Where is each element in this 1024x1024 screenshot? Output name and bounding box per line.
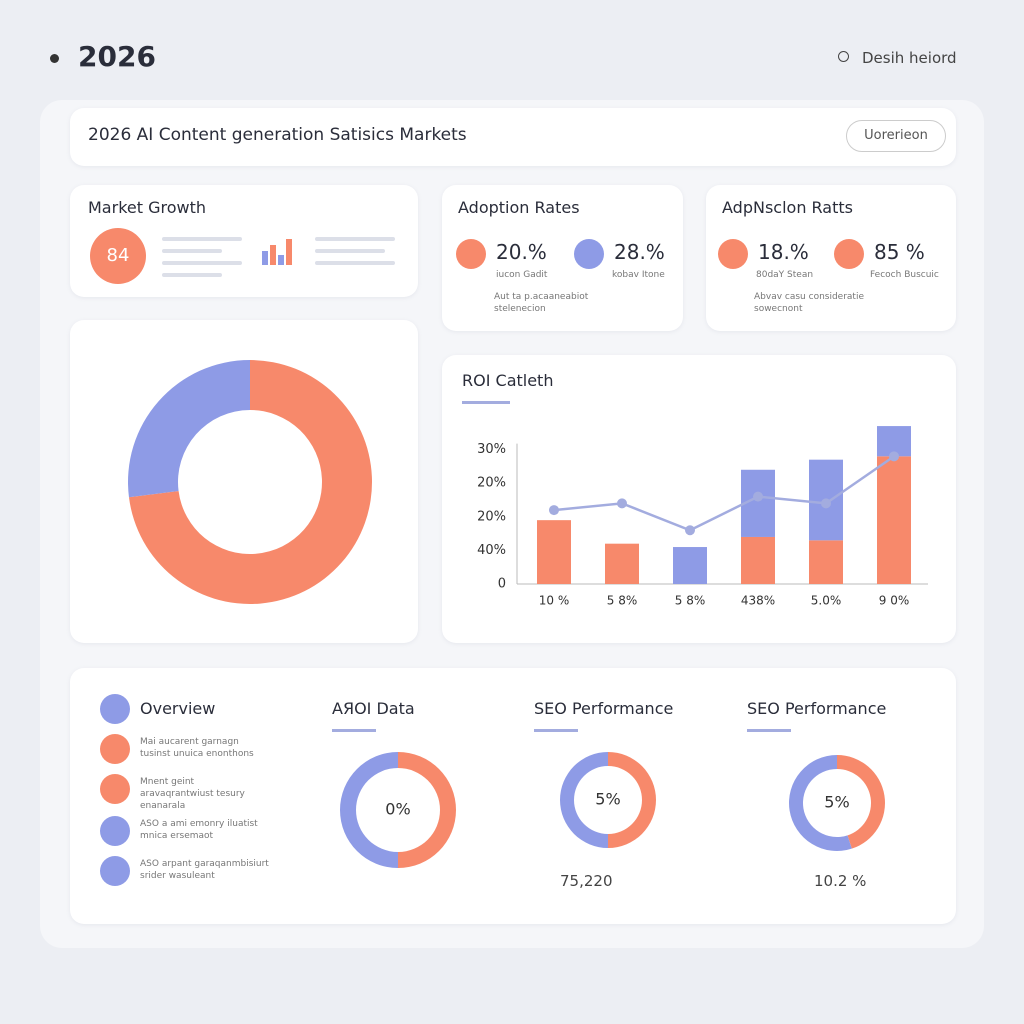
card-title: ROI Catleth (462, 371, 554, 390)
icon (100, 694, 130, 724)
market-growth-card: Market Growth 84 (70, 185, 418, 297)
item: ASO arpant garaqanmbisiurt srider wasule… (140, 859, 269, 881)
center-label: 5% (595, 790, 620, 809)
card-title: Market Growth (88, 198, 206, 217)
y-tick-label: 30% (477, 442, 506, 457)
bar (673, 547, 707, 584)
x-tick-label: 10 % (539, 594, 570, 608)
bar (537, 520, 571, 584)
icon (100, 816, 130, 846)
title: 2026 AI Content generation Satisics Mark… (88, 125, 467, 145)
slice (560, 752, 608, 848)
y-tick-label: 40% (477, 543, 506, 558)
stat: 20.% (496, 240, 547, 264)
line (162, 273, 222, 277)
menu[interactable]: Desih heiord (862, 49, 957, 67)
point (753, 491, 763, 502)
underline (332, 729, 376, 732)
stat-label: iucon Gadit (496, 270, 548, 280)
card-title: SEO Performance (534, 699, 674, 718)
x-tick-label: 5.0% (811, 594, 842, 608)
icon (100, 774, 130, 804)
y-tick-label: 20% (477, 476, 506, 491)
icon (834, 239, 864, 269)
menu-icon (838, 51, 849, 62)
icon-bar (278, 255, 284, 265)
slice (398, 752, 456, 868)
slice (837, 755, 885, 849)
adoption-card: Adoption Rates 20.% iucon Gadit 28.% kob… (442, 185, 683, 331)
footer: 75,220 (560, 872, 613, 890)
point (685, 525, 695, 536)
card-title: AdpNsclon Ratts (722, 198, 853, 217)
point (821, 498, 831, 509)
stat-label: Fecoch Buscuic (870, 270, 939, 280)
line (315, 237, 395, 241)
icon (100, 734, 130, 764)
badge: 84 (90, 228, 146, 284)
bar (809, 540, 843, 584)
overview-title: Overview (140, 699, 216, 718)
line (315, 261, 395, 265)
icon-bar (262, 251, 268, 265)
slice (340, 752, 398, 868)
bar (877, 426, 911, 457)
bar (605, 543, 639, 584)
card-title: Adoption Rates (458, 198, 580, 217)
y-tick-label: 20% (477, 509, 506, 524)
x-tick-label: 5 8% (675, 594, 706, 608)
icon (574, 239, 604, 269)
y-tick-label: 0 (498, 577, 506, 592)
icon (718, 239, 748, 269)
x-tick-label: 438% (741, 594, 775, 608)
footer: 10.2 % (814, 872, 867, 890)
card-title: SEO Performance (747, 699, 887, 718)
note: Aut ta p.acaaneabiot stelenecion (494, 292, 589, 314)
item: Mnent geint aravaqrantwiust tesury enana… (140, 777, 245, 811)
slice (128, 360, 250, 498)
stat-label: 80daY Stean (756, 270, 814, 280)
stat: 28.% (614, 240, 665, 264)
x-tick-label: 5 8% (607, 594, 638, 608)
stat-label: kobav Itone (612, 270, 665, 280)
button[interactable]: Uorerieon (846, 120, 946, 152)
center-label: 5% (824, 793, 849, 812)
year: 2026 (78, 40, 156, 73)
stat: 85 % (874, 240, 925, 264)
point (549, 505, 559, 516)
point (617, 498, 627, 509)
line (162, 249, 222, 253)
line (553, 455, 895, 532)
icon-bar (270, 245, 276, 265)
bar (877, 456, 911, 584)
bottom-card: Overview Mai aucarent garnagn tusinst un… (70, 668, 956, 924)
line (162, 261, 242, 265)
item: ASO a ami emonry iluatist mnica ersemaot (140, 819, 258, 841)
slice (789, 755, 852, 851)
icon (456, 239, 486, 269)
item: Mai aucarent garnagn tusinst unuica enon… (140, 737, 254, 759)
note: Abvav casu consideratie sowecnont (754, 292, 864, 314)
adoption-card-2: AdpNsclon Ratts 18.% 80daY Stean 85 % Fe… (706, 185, 956, 331)
bar (741, 536, 775, 584)
icon (100, 856, 130, 886)
roi-card: ROI Catleth (442, 355, 956, 643)
icon-bar (286, 239, 292, 265)
center-label: 0% (385, 800, 410, 819)
stat: 18.% (758, 240, 809, 264)
x-tick-label: 9 0% (879, 594, 910, 608)
underline (462, 401, 510, 404)
underline (747, 729, 791, 732)
underline (534, 729, 578, 732)
card-title: AЯOI Data (332, 699, 415, 718)
slice (128, 360, 372, 604)
line (162, 237, 242, 241)
slice (608, 752, 656, 848)
dot (50, 54, 59, 63)
point (889, 451, 899, 462)
line (315, 249, 385, 253)
title-bar: 2026 AI Content generation Satisics Mark… (70, 108, 956, 166)
